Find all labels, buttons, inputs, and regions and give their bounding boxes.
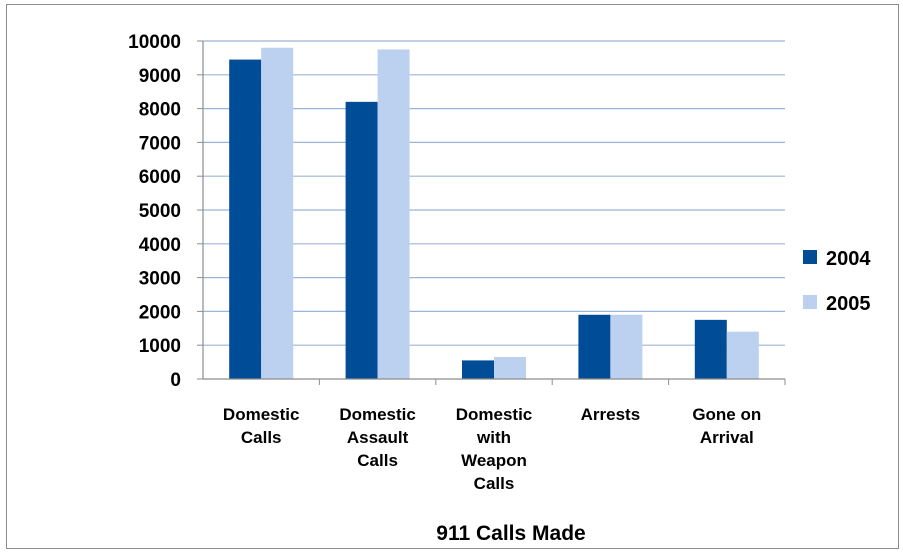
bars xyxy=(229,47,759,380)
legend-swatch-2005 xyxy=(803,295,817,309)
y-tick-label: 8000 xyxy=(139,100,181,121)
x-category-line: Calls xyxy=(357,451,398,470)
bar-2004 xyxy=(462,360,494,379)
x-axis-categories: DomesticCallsDomesticAssaultCallsDomesti… xyxy=(223,405,761,493)
y-axis-ticks: 0 1000 2000 3000 4000 5000 6000 7000 8000 9000 100… xyxy=(128,32,203,391)
x-category-line: Domestic xyxy=(339,405,416,424)
x-category-line: Weapon xyxy=(461,451,527,470)
y-tick-label: 3000 xyxy=(139,269,181,290)
gridlines xyxy=(203,40,785,346)
legend: 2004 2005 xyxy=(803,248,871,315)
x-category-label: Domestic Calls xyxy=(223,405,300,447)
y-tick-label: 2000 xyxy=(139,302,181,323)
x-category-label: Arrests xyxy=(581,405,641,424)
bar-2004 xyxy=(694,319,727,379)
legend-label-2004: 2004 xyxy=(826,248,871,270)
x-category-line: Calls xyxy=(474,474,515,493)
bar-2005 xyxy=(610,314,643,379)
y-tick-label: 6000 xyxy=(139,167,181,188)
chart-frame xyxy=(6,4,899,549)
y-tick-label: 5000 xyxy=(139,201,181,222)
bar-2004 xyxy=(345,101,378,379)
x-category-line: Domestic xyxy=(223,405,300,424)
x-category-line: Arrival xyxy=(700,428,754,447)
bar-2004 xyxy=(578,314,611,379)
axes xyxy=(202,41,786,385)
y-tick-label: 7000 xyxy=(139,133,181,154)
y-tick-label: 4000 xyxy=(139,235,181,256)
y-tick-label: 9000 xyxy=(139,66,181,87)
x-category-line: Calls xyxy=(241,428,282,447)
bar-2005 xyxy=(726,331,759,379)
x-category-line: with xyxy=(476,428,511,447)
x-category-label: Domestic Assault Calls xyxy=(339,405,416,470)
y-tick-label: 0 xyxy=(170,370,181,391)
x-category-line: Arrests xyxy=(581,405,641,424)
x-category-line: Domestic xyxy=(456,405,533,424)
chart-title: 911 Calls Made xyxy=(436,522,585,545)
bar-2005 xyxy=(377,49,410,379)
x-category-line: Assault xyxy=(347,428,409,447)
bar-2005 xyxy=(261,47,294,379)
legend-swatch-2004 xyxy=(803,250,817,264)
bar-2005 xyxy=(494,357,526,379)
x-category-label: Domestic with Weapon Calls xyxy=(456,405,533,493)
y-tick-label: 1000 xyxy=(139,336,181,357)
x-category-label: Gone on Arrival xyxy=(692,405,761,447)
x-category-line: Gone on xyxy=(692,405,761,424)
y-tick-label: 10000 xyxy=(128,32,181,53)
bar-2004 xyxy=(229,59,262,380)
legend-label-2005: 2005 xyxy=(826,293,871,315)
